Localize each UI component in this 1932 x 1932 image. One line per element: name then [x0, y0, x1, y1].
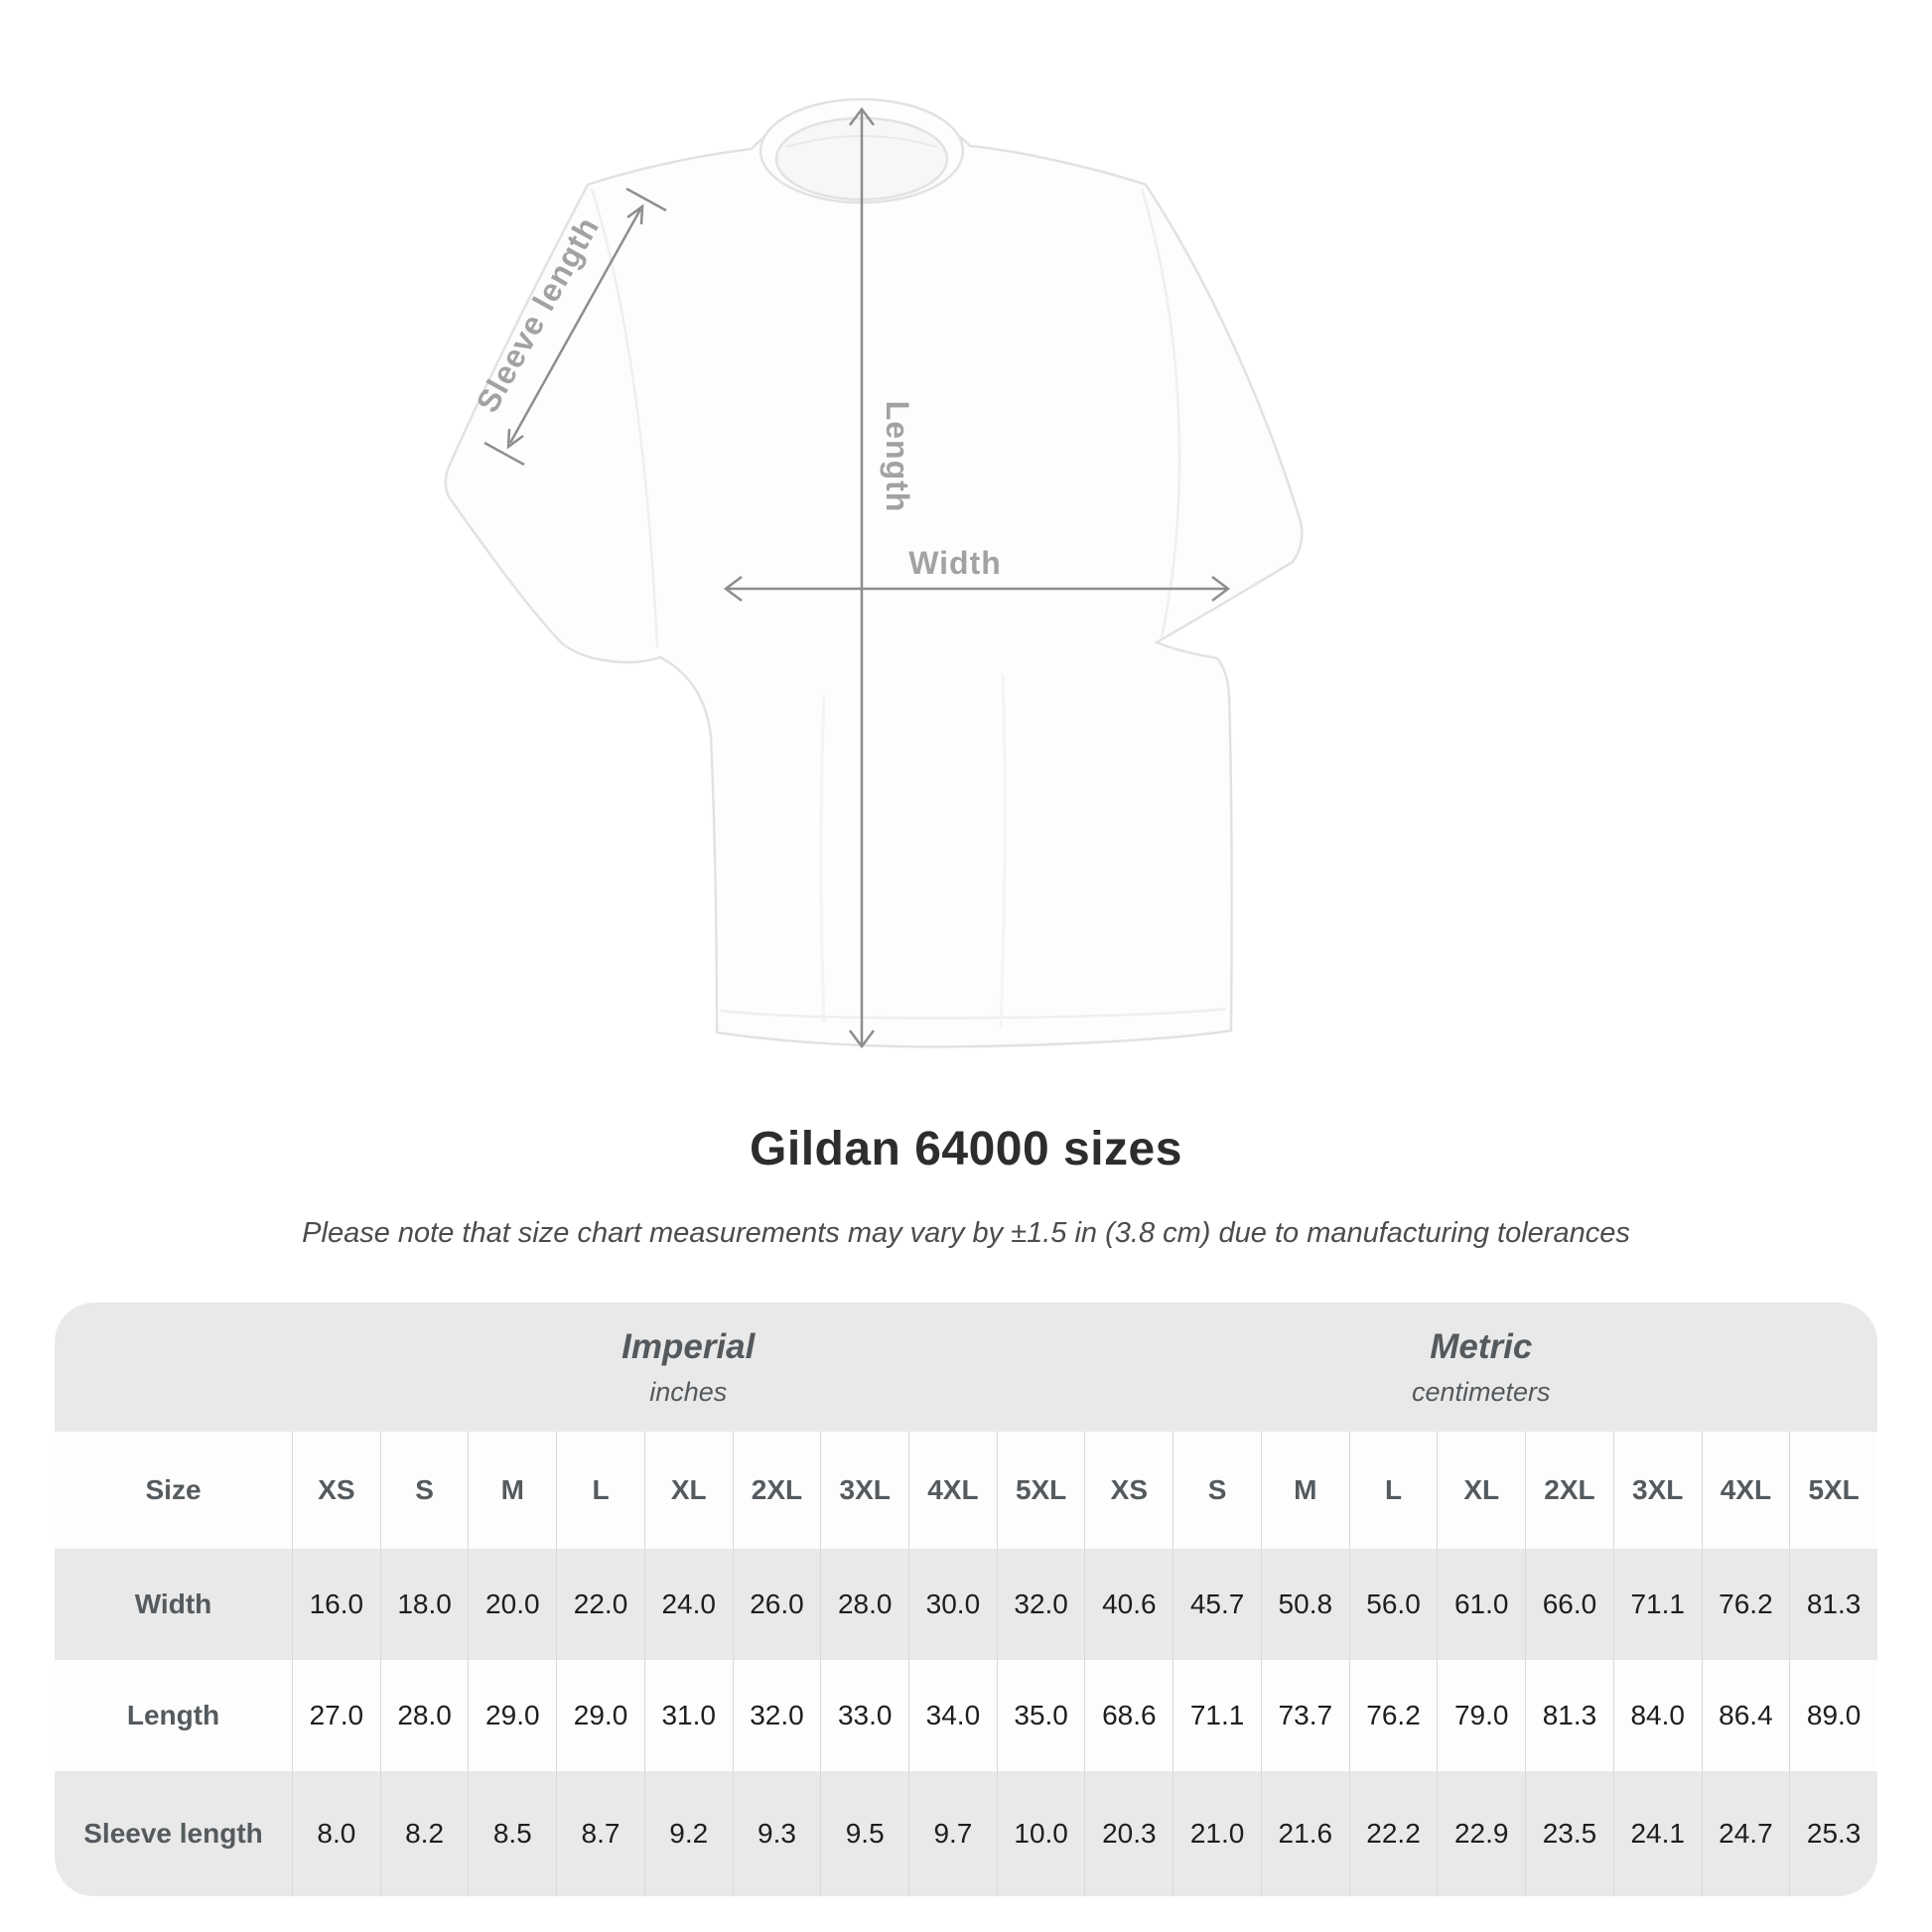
size-header-cell: 3XL: [820, 1432, 908, 1549]
tshirt-illustration: [444, 97, 1304, 1048]
width-value-cell: 32.0: [996, 1549, 1085, 1660]
sleeve-value-cell: 21.6: [1260, 1771, 1349, 1896]
length-value-cell: 35.0: [996, 1660, 1085, 1771]
sleeve-value-cell: 8.0: [292, 1771, 380, 1896]
metric-title: Metric: [1430, 1326, 1533, 1366]
length-row: Length 27.0 28.0 29.0 29.0 31.0 32.0 33.…: [55, 1660, 1877, 1771]
length-value-cell: 29.0: [468, 1660, 556, 1771]
size-header-cell: 2XL: [732, 1432, 821, 1549]
size-header-cell: S: [379, 1432, 469, 1549]
sleeve-value-cell: 22.9: [1437, 1771, 1525, 1896]
length-value-cell: 73.7: [1260, 1660, 1349, 1771]
unit-header-metric: Metric centimeters: [1085, 1303, 1878, 1432]
length-label: Length: [880, 401, 915, 513]
size-header-cell: 4XL: [908, 1432, 997, 1549]
sleeve-value-cell: 9.7: [908, 1771, 997, 1896]
size-header-cell: XS: [1084, 1432, 1173, 1549]
size-table: Imperial inches Metric centimeters Size …: [55, 1303, 1877, 1896]
width-value-cell: 71.1: [1612, 1549, 1702, 1660]
length-value-cell: 81.3: [1525, 1660, 1613, 1771]
size-column-header: Size: [145, 1474, 202, 1505]
imperial-unit: inches: [649, 1376, 728, 1407]
length-value-cell: 28.0: [379, 1660, 469, 1771]
size-header-cell: 3XL: [1612, 1432, 1702, 1549]
length-value-cell: 89.0: [1789, 1660, 1877, 1771]
length-value-cell: 68.6: [1084, 1660, 1173, 1771]
width-value-cell: 24.0: [643, 1549, 733, 1660]
width-value-cell: 22.0: [556, 1549, 644, 1660]
width-value-cell: 76.2: [1701, 1549, 1790, 1660]
size-header-cell: L: [1348, 1432, 1438, 1549]
width-row-label: Width: [134, 1588, 212, 1619]
sleeve-value-cell: 9.3: [732, 1771, 821, 1896]
width-value-cell: 18.0: [379, 1549, 469, 1660]
sleeve-value-cell: 10.0: [996, 1771, 1085, 1896]
length-value-cell: 71.1: [1173, 1660, 1261, 1771]
width-value-cell: 81.3: [1789, 1549, 1877, 1660]
width-value-cell: 40.6: [1084, 1549, 1173, 1660]
size-header-cell: M: [468, 1432, 556, 1549]
size-header-cell: XL: [643, 1432, 733, 1549]
width-value-cell: 28.0: [820, 1549, 908, 1660]
length-value-cell: 29.0: [556, 1660, 644, 1771]
sleeve-value-cell: 22.2: [1348, 1771, 1438, 1896]
length-row-label: Length: [126, 1700, 220, 1730]
width-row: Width 16.0 18.0 20.0 22.0 24.0 26.0 28.0…: [55, 1549, 1877, 1660]
length-value-cell: 32.0: [732, 1660, 821, 1771]
length-value-cell: 84.0: [1612, 1660, 1702, 1771]
sleeve-value-cell: 8.5: [468, 1771, 556, 1896]
size-header-cell: 5XL: [1789, 1432, 1877, 1549]
width-value-cell: 30.0: [908, 1549, 997, 1660]
length-value-cell: 33.0: [820, 1660, 908, 1771]
width-value-cell: 50.8: [1260, 1549, 1349, 1660]
sleeve-length-row: Sleeve length 8.0 8.2 8.5 8.7 9.2 9.3 9.…: [55, 1771, 1877, 1896]
unit-header-row: Imperial inches Metric centimeters: [55, 1303, 1877, 1432]
unit-header-imperial: Imperial inches: [292, 1303, 1085, 1432]
width-value-cell: 16.0: [292, 1549, 380, 1660]
size-header-cell: XS: [292, 1432, 380, 1549]
length-value-cell: 86.4: [1701, 1660, 1790, 1771]
imperial-title: Imperial: [621, 1326, 756, 1366]
sleeve-value-cell: 20.3: [1084, 1771, 1173, 1896]
size-header-cell: 4XL: [1701, 1432, 1790, 1549]
sleeve-value-cell: 25.3: [1789, 1771, 1877, 1896]
sleeve-value-cell: 23.5: [1525, 1771, 1613, 1896]
size-header-cell: XL: [1437, 1432, 1525, 1549]
length-value-cell: 34.0: [908, 1660, 997, 1771]
width-value-cell: 61.0: [1437, 1549, 1525, 1660]
sleeve-value-cell: 21.0: [1173, 1771, 1261, 1896]
tshirt-measurement-diagram: Length Width Sleeve length: [444, 97, 1304, 1049]
width-value-cell: 66.0: [1525, 1549, 1613, 1660]
sleeve-value-cell: 8.2: [379, 1771, 469, 1896]
sleeve-length-arrow: [483, 187, 667, 467]
width-value-cell: 20.0: [468, 1549, 556, 1660]
length-value-cell: 27.0: [292, 1660, 380, 1771]
sleeve-value-cell: 24.7: [1701, 1771, 1790, 1896]
page-title: Gildan 64000 sizes: [750, 1123, 1182, 1175]
width-label: Width: [908, 545, 1002, 581]
width-value-cell: 45.7: [1173, 1549, 1261, 1660]
sleeve-value-cell: 24.1: [1612, 1771, 1702, 1896]
size-header-row: Size XS S M L XL 2XL 3XL 4XL 5XL XS S M …: [55, 1432, 1877, 1549]
size-header-cell: 2XL: [1525, 1432, 1613, 1549]
width-value-cell: 26.0: [732, 1549, 821, 1660]
sleeve-row-label: Sleeve length: [83, 1818, 263, 1849]
sleeve-value-cell: 9.5: [820, 1771, 908, 1896]
sleeve-value-cell: 9.2: [643, 1771, 733, 1896]
length-arrow: [849, 106, 875, 1049]
width-value-cell: 56.0: [1348, 1549, 1438, 1660]
size-header-cell: S: [1173, 1432, 1261, 1549]
length-value-cell: 31.0: [643, 1660, 733, 1771]
size-header-cell: L: [556, 1432, 644, 1549]
width-arrow: [723, 576, 1231, 602]
length-value-cell: 79.0: [1437, 1660, 1525, 1771]
size-header-cell: 5XL: [996, 1432, 1085, 1549]
tolerance-note: Please note that size chart measurements…: [302, 1217, 1630, 1249]
length-value-cell: 76.2: [1348, 1660, 1438, 1771]
size-header-cell: M: [1260, 1432, 1349, 1549]
metric-unit: centimeters: [1411, 1376, 1551, 1407]
sleeve-value-cell: 8.7: [556, 1771, 644, 1896]
